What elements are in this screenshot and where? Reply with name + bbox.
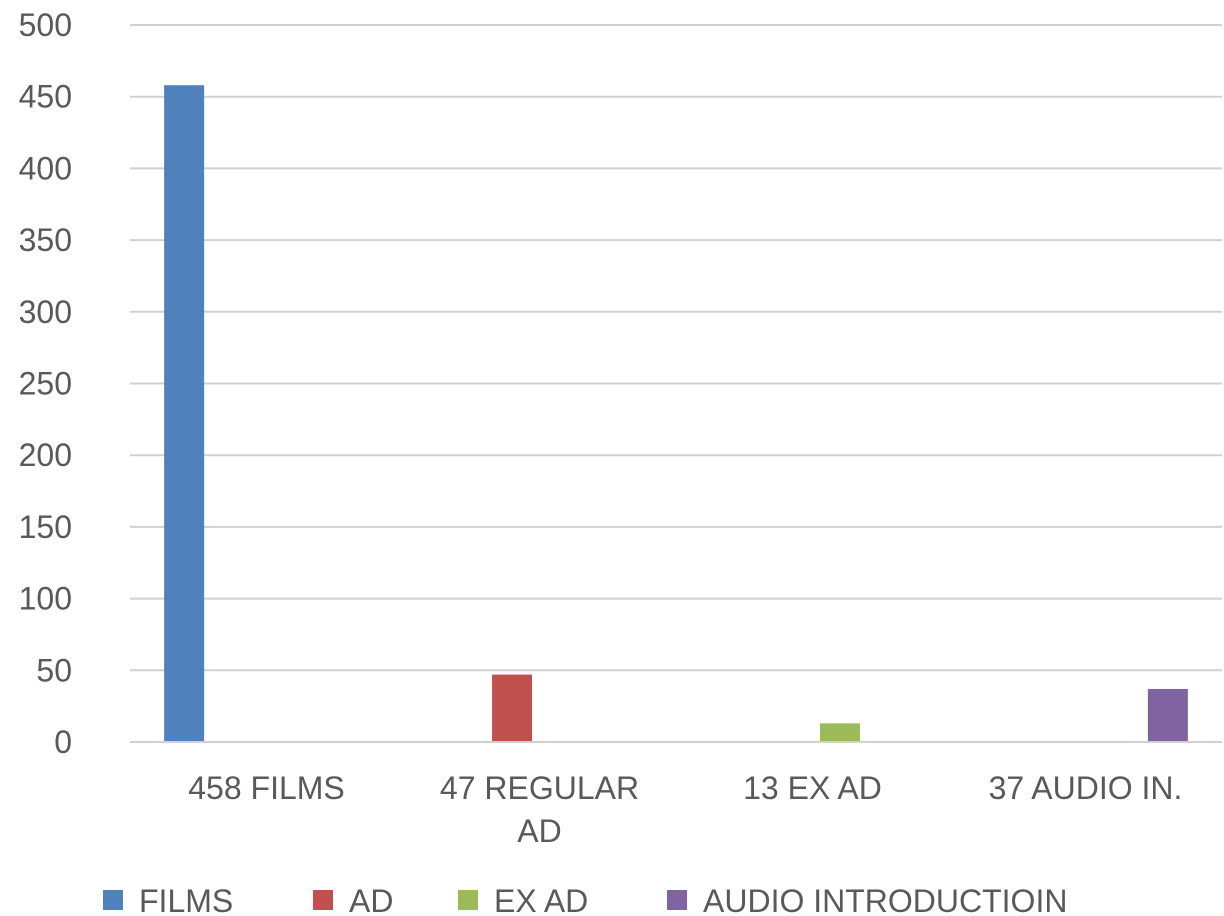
x-category-label: AD [517,813,561,849]
y-tick-label: 350 [19,222,72,258]
x-axis-category-labels: 458 FILMS 47 REGULAR AD 13 EX AD 37 AUDIO IN… [188,770,1182,849]
y-tick-label: 500 [19,7,72,43]
legend-swatch [103,890,123,910]
legend-label: FILMS [139,883,233,916]
legend-label: EX AD [494,883,588,916]
y-tick-label: 100 [19,581,72,617]
y-tick-label: 0 [54,724,72,760]
y-axis-tick-labels: 0 50 100 150 200 250 300 350 400 450 500 [19,7,72,760]
y-tick-label: 300 [19,294,72,330]
bars [164,85,1188,742]
legend-label: AUDIO INTRODUCTIOIN [703,883,1067,916]
bar-ad [492,674,533,742]
y-tick-label: 250 [19,366,72,402]
x-category-label: 13 EX AD [743,770,882,806]
legend: FILMS AD EX AD AUDIO INTRODUCTIOIN [103,883,1067,916]
y-tick-label: 450 [19,79,72,115]
legend-swatch [458,890,478,910]
bar-films [164,85,205,742]
x-category-label: 37 AUDIO IN. [989,770,1183,806]
gridlines [130,24,1222,672]
y-tick-label: 50 [36,652,72,688]
y-tick-label: 400 [19,150,72,186]
legend-label: AD [349,883,393,916]
bar-ex-ad [819,723,860,742]
x-category-label: 47 REGULAR [440,770,639,806]
bar-audio-introductioin [1147,688,1188,742]
y-tick-label: 200 [19,437,72,473]
y-tick-label: 150 [19,509,72,545]
x-category-label: 458 FILMS [188,770,345,806]
legend-swatch [313,890,333,910]
legend-swatch [667,890,687,910]
